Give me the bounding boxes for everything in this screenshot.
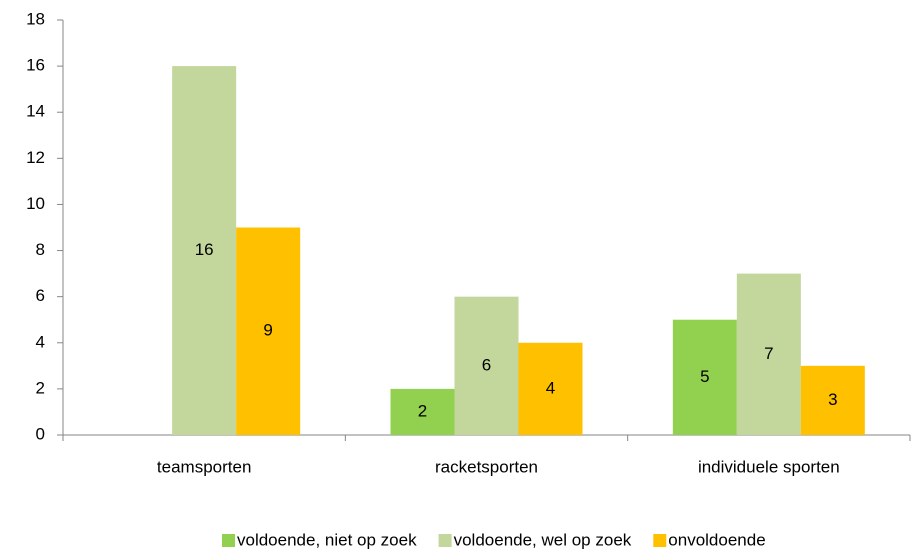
bar (236, 227, 301, 435)
data-label: 2 (418, 401, 427, 420)
bar (454, 296, 519, 435)
y-tick-label: 4 (36, 332, 45, 351)
y-tick-label: 14 (26, 102, 45, 121)
x-tick-label: teamsporten (157, 457, 252, 476)
legend-swatch (222, 534, 235, 547)
data-label: 5 (700, 367, 709, 386)
data-label: 16 (195, 240, 214, 259)
data-label: 9 (263, 321, 272, 340)
bar (800, 365, 865, 435)
bar (672, 319, 737, 435)
bar (172, 66, 237, 435)
y-tick-label: 10 (26, 194, 45, 213)
bar (518, 342, 583, 435)
x-tick-label: racketsporten (435, 457, 538, 476)
legend-swatch (653, 534, 667, 547)
y-tick-label: 8 (36, 240, 45, 259)
y-tick-label: 2 (36, 378, 45, 397)
legend-label: onvoldoende (668, 530, 765, 549)
y-tick-label: 18 (26, 9, 45, 28)
data-label: 4 (546, 378, 555, 397)
y-tick-label: 12 (26, 148, 45, 167)
bar (390, 388, 455, 435)
legend-label: voldoende, wel op zoek (454, 530, 632, 549)
legend-swatch (438, 534, 452, 547)
bar (736, 273, 801, 435)
y-tick-label: 0 (36, 424, 45, 443)
y-tick-label: 16 (26, 56, 45, 75)
legend-label: voldoende, niet op zoek (237, 530, 417, 549)
y-tick-label: 6 (36, 286, 45, 305)
data-label: 7 (764, 344, 773, 363)
data-label: 3 (828, 390, 837, 409)
x-tick-label: individuele sporten (698, 457, 840, 476)
data-label: 6 (482, 355, 491, 374)
